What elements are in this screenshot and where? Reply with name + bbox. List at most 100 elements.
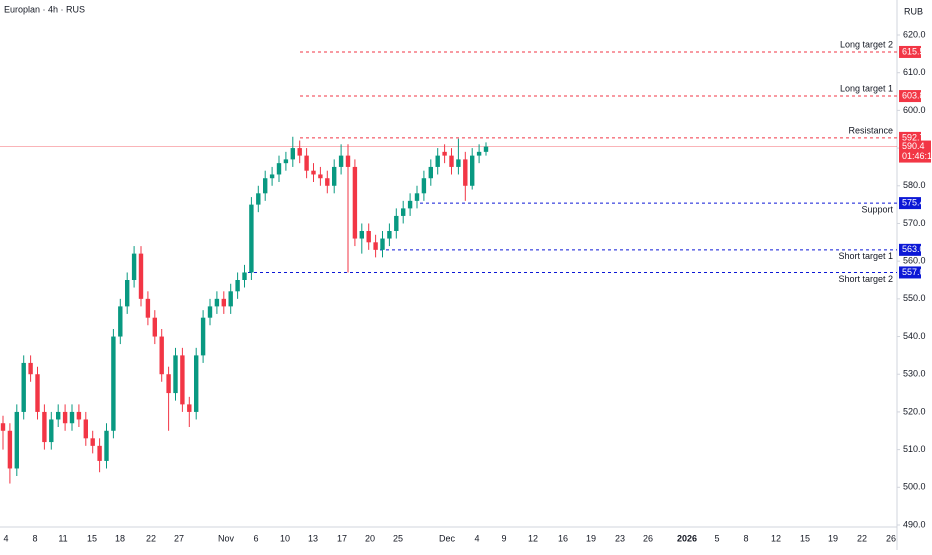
- candle-body: [476, 151, 482, 156]
- candle-body: [387, 231, 392, 239]
- x-tick-label: 12: [771, 533, 781, 543]
- x-tick-label: 17: [337, 533, 347, 543]
- level-name: Support: [861, 204, 893, 214]
- x-tick-label: 2026: [677, 533, 697, 543]
- x-tick-label: Nov: [218, 533, 235, 543]
- candle-body: [14, 411, 19, 469]
- candle-body: [325, 178, 330, 186]
- x-tick-label: 15: [800, 533, 810, 543]
- candle-body: [187, 404, 192, 412]
- y-tick-label: 600.0: [903, 105, 926, 115]
- x-tick-label: 6: [253, 533, 258, 543]
- y-tick-label: 500.0: [903, 482, 926, 492]
- candle-body: [428, 166, 433, 179]
- x-tick-label: 12: [528, 533, 538, 543]
- candle-body: [297, 148, 302, 156]
- candle-body: [449, 155, 454, 167]
- candle-body: [407, 200, 413, 209]
- candle-body: [214, 298, 220, 307]
- candle-body: [394, 215, 399, 231]
- candle-body: [49, 419, 54, 443]
- candle-body: [228, 291, 233, 307]
- candle-body: [118, 306, 123, 337]
- candles: [0, 136, 489, 484]
- candle-body: [62, 411, 68, 424]
- levels: Long target 2 Long target 1 Resistance Supp…: [0, 39, 897, 284]
- candle-body: [166, 374, 171, 394]
- candle-body: [269, 174, 275, 179]
- candle-body: [207, 306, 213, 318]
- y-tick-label: 510.0: [903, 444, 926, 454]
- candle-body: [35, 374, 40, 412]
- candle-body: [401, 208, 406, 216]
- level-price-label: 575.4: [902, 197, 925, 207]
- candle-body: [131, 253, 137, 280]
- level-price-label: 557.0: [902, 267, 925, 277]
- candle-body: [69, 411, 75, 424]
- x-tick-label: 23: [615, 533, 625, 543]
- level-price-box: [899, 45, 921, 58]
- currency-label: RUB: [904, 6, 923, 16]
- candle-body: [380, 238, 385, 250]
- candle-body: [242, 272, 247, 280]
- candle-body: [152, 317, 157, 337]
- countdown-label: 01:46:12: [902, 151, 932, 161]
- candle-body: [97, 445, 102, 461]
- x-tick-label: 13: [308, 533, 318, 543]
- candle-body: [125, 280, 130, 307]
- candle-body: [332, 166, 337, 186]
- candle-body: [338, 155, 344, 167]
- candle-body: [221, 298, 226, 307]
- candle-body: [345, 155, 351, 167]
- last-price-label: 590.4: [902, 141, 925, 151]
- candle-body: [463, 159, 468, 186]
- x-tick-label: 15: [87, 533, 97, 543]
- level-name: Long target 1: [840, 83, 893, 93]
- x-tick-label: 20: [365, 533, 375, 543]
- candle-body: [138, 253, 144, 299]
- candle-body: [483, 146, 489, 152]
- chart-title: Europlan · 4h · RUS: [4, 4, 85, 14]
- y-tick-label: 520.0: [903, 406, 926, 416]
- candle-body: [421, 178, 427, 194]
- candle-body: [235, 280, 240, 292]
- candle-body: [90, 438, 95, 446]
- x-tick-label: 8: [32, 533, 37, 543]
- x-tick-label: 25: [393, 533, 403, 543]
- candle-body: [194, 355, 199, 412]
- y-tick-label: 530.0: [903, 369, 926, 379]
- level-price-label: 563.0: [902, 244, 925, 254]
- y-tick-label: 490.0: [903, 519, 926, 529]
- level-price-box: [899, 266, 921, 279]
- x-tick-label: 27: [174, 533, 184, 543]
- x-tick-label: 22: [857, 533, 867, 543]
- candle-body: [42, 411, 47, 443]
- level-price-label: 615.5: [902, 46, 925, 56]
- x-tick-label: Dec: [439, 533, 456, 543]
- x-tick-label: 4: [3, 533, 8, 543]
- candle-body: [414, 193, 420, 201]
- level-name: Short target 2: [838, 274, 893, 284]
- candle-body: [180, 355, 185, 405]
- x-tick-label: 18: [115, 533, 125, 543]
- candle-body: [256, 193, 261, 205]
- x-tick-label: 26: [643, 533, 653, 543]
- y-tick-label: 610.0: [903, 67, 926, 77]
- level-price-label: 592.7: [902, 132, 925, 142]
- candle-body: [456, 159, 461, 167]
- x-tick-label: 16: [558, 533, 568, 543]
- x-tick-label: 19: [586, 533, 596, 543]
- x-tick-label: 9: [501, 533, 506, 543]
- axes: 490.0 500.0 510.0 520.0 530.0 540.0 550.0 560.0…: [3, 29, 932, 543]
- candle-body: [56, 411, 61, 420]
- candle-body: [21, 362, 26, 412]
- candle-body: [0, 423, 6, 431]
- candle-body: [352, 166, 358, 239]
- candle-body: [7, 430, 13, 469]
- candle-body: [173, 355, 178, 394]
- y-tick-label: 540.0: [903, 331, 926, 341]
- candle-body: [249, 204, 254, 273]
- x-tick-label: 4: [474, 533, 479, 543]
